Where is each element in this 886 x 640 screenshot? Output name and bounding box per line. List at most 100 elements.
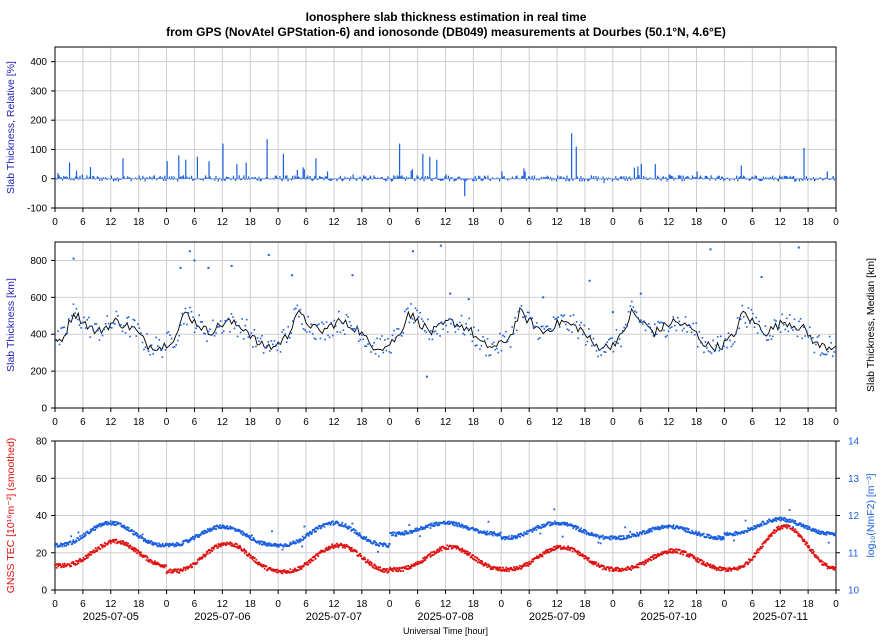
- nmf2-point: [614, 538, 617, 540]
- tec-point: [665, 552, 668, 554]
- nmf2-point: [307, 534, 310, 537]
- nmf2-point: [71, 542, 74, 545]
- relative-bar: [296, 169, 298, 179]
- tec-point: [791, 529, 794, 531]
- relative-bar: [118, 178, 121, 180]
- nmf2-point: [301, 545, 304, 548]
- measured-point: [538, 337, 541, 339]
- nmf2-point: [834, 533, 837, 536]
- nmf2-point: [794, 522, 797, 525]
- measured-point: [282, 329, 285, 331]
- relative-bar: [622, 177, 624, 179]
- relative-bar: [519, 178, 522, 180]
- tec-point: [660, 552, 663, 554]
- measured-point: [175, 344, 177, 346]
- relative-bar: [409, 178, 411, 180]
- relative-bar: [612, 178, 615, 180]
- nmf2-point: [430, 522, 433, 525]
- measured-point: [540, 325, 543, 328]
- relative-bar: [288, 178, 290, 180]
- tec-point: [297, 569, 300, 571]
- measured-point: [307, 315, 309, 318]
- tec-point: [261, 564, 264, 566]
- nmf2-point: [646, 531, 649, 534]
- measured-point: [457, 328, 460, 331]
- measured-point: [196, 324, 199, 327]
- tec-point: [386, 567, 388, 570]
- relative-bar: [175, 178, 178, 180]
- relative-bar: [273, 178, 275, 180]
- tec-point: [812, 551, 815, 554]
- measured-point: [807, 336, 810, 338]
- relative-bar: [598, 178, 601, 180]
- nmf2-point: [190, 537, 193, 540]
- nmf2-point: [766, 520, 769, 522]
- nmf2-point: [395, 534, 398, 537]
- nmf2-point: [452, 522, 455, 525]
- nmf2-point: [504, 536, 507, 538]
- tec-point: [392, 567, 395, 570]
- nmf2-point: [143, 538, 146, 540]
- nmf2-point: [434, 524, 437, 527]
- tec-point: [447, 548, 450, 550]
- tec-point: [608, 569, 611, 572]
- tec-point: [754, 555, 757, 558]
- tec-point: [236, 546, 239, 549]
- measured-point: [244, 324, 247, 327]
- measured-point: [428, 338, 431, 340]
- relative-bar: [110, 175, 112, 179]
- tec-point: [755, 552, 758, 555]
- relative-bar: [259, 178, 261, 182]
- nmf2-point: [161, 544, 164, 547]
- tec-point: [738, 567, 740, 570]
- tec-point: [463, 550, 465, 552]
- nmf2-point: [460, 525, 463, 528]
- nmf2-point: [495, 534, 498, 537]
- relative-bar: [221, 178, 223, 182]
- nmf2-point: [225, 525, 228, 528]
- measured-point: [657, 320, 659, 323]
- relative-bar: [786, 175, 788, 179]
- tec-point: [687, 555, 690, 558]
- relative-bar: [780, 177, 782, 179]
- x-tick-label: 0: [275, 599, 281, 610]
- nmf2-point: [466, 528, 469, 531]
- tec-point: [263, 567, 266, 570]
- measured-point: [738, 327, 741, 330]
- tec-point: [479, 561, 481, 564]
- measured-point: [752, 312, 754, 315]
- nmf2-point: [807, 527, 810, 530]
- nmf2-point: [772, 520, 775, 523]
- measured-point: [761, 331, 764, 333]
- x-tick-label: 6: [526, 217, 532, 228]
- tec-point: [246, 554, 249, 556]
- tec-point: [537, 555, 540, 558]
- nmf2-point: [340, 523, 343, 526]
- measured-point: [322, 323, 325, 325]
- relative-bar: [295, 177, 297, 179]
- relative-bar: [254, 177, 257, 179]
- nmf2-point: [584, 529, 586, 531]
- y-tick-label: 0: [41, 404, 47, 415]
- measured-point: [563, 314, 566, 316]
- relative-bar: [495, 178, 497, 180]
- relative-bar: [586, 178, 588, 180]
- measured-point: [739, 318, 742, 320]
- tec-point: [367, 559, 369, 561]
- nmf2-point: [309, 531, 312, 534]
- tec-point: [728, 566, 731, 569]
- nmf2-point: [713, 536, 716, 538]
- tec-point: [719, 566, 721, 568]
- tec-point: [782, 525, 784, 528]
- measured-point: [95, 323, 98, 325]
- nmf2-point: [499, 531, 502, 534]
- nmf2-point: [258, 543, 261, 545]
- relative-bar: [509, 178, 511, 180]
- tec-point: [584, 555, 587, 558]
- y-axis-label: GNSS TEC [10¹⁶m⁻²] (smoothed): [5, 438, 17, 594]
- relative-bar: [156, 178, 158, 181]
- tec-point: [661, 551, 664, 553]
- relative-bar: [388, 178, 390, 180]
- measured-point: [554, 318, 556, 320]
- measured-point: [733, 341, 736, 343]
